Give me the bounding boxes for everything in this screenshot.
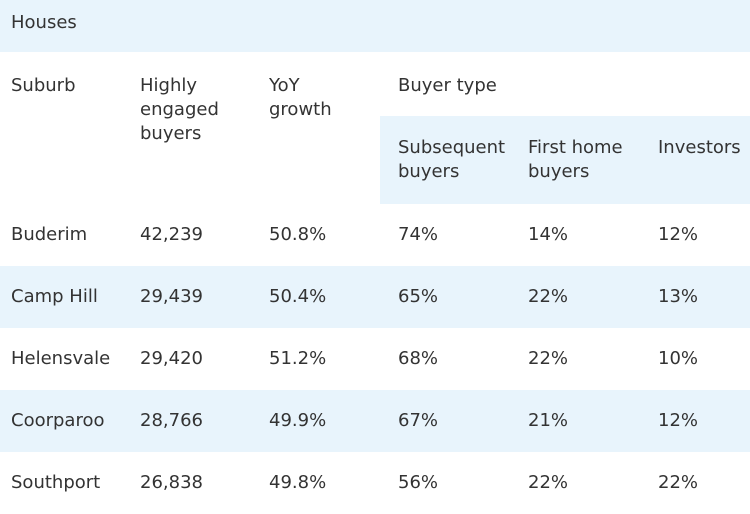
header-investors: Investors <box>658 137 741 158</box>
cell-engaged: 28,766 <box>140 410 203 431</box>
cell-first-home: 22% <box>528 348 569 369</box>
cell-investors: 13% <box>658 286 699 307</box>
table-row: Buderim 42,239 50.8% 74% 14% 12% <box>0 204 750 266</box>
header-first-home-buyers: First home buyers <box>528 137 623 182</box>
cell-investors: 12% <box>658 224 699 245</box>
cell-suburb: Buderim <box>11 224 88 245</box>
table-row: Southport 26,838 49.8% 56% 22% 22% <box>0 452 750 514</box>
table-title: Houses <box>11 12 77 33</box>
table-title-bar: Houses <box>0 0 750 52</box>
header-yoy-growth: YoY growth <box>269 75 332 120</box>
cell-subsequent: 68% <box>398 348 439 369</box>
buyer-type-subheader <box>380 116 750 204</box>
cell-suburb: Camp Hill <box>11 286 98 307</box>
cell-subsequent: 67% <box>398 410 439 431</box>
cell-yoy: 50.4% <box>269 286 327 307</box>
cell-engaged: 29,439 <box>140 286 203 307</box>
cell-suburb: Coorparoo <box>11 410 105 431</box>
cell-investors: 10% <box>658 348 699 369</box>
cell-first-home: 22% <box>528 286 569 307</box>
cell-suburb: Helensvale <box>11 348 111 369</box>
table-row: Camp Hill 29,439 50.4% 65% 22% 13% <box>0 266 750 328</box>
table-row: Helensvale 29,420 51.2% 68% 22% 10% <box>0 328 750 390</box>
header-engaged-buyers: Highly engaged buyers <box>140 75 219 144</box>
cell-investors: 22% <box>658 472 699 493</box>
cell-yoy: 49.9% <box>269 410 327 431</box>
cell-engaged: 26,838 <box>140 472 203 493</box>
cell-first-home: 14% <box>528 224 569 245</box>
cell-yoy: 50.8% <box>269 224 327 245</box>
header-suburb: Suburb <box>11 75 76 96</box>
header-buyer-type: Buyer type <box>398 75 497 96</box>
cell-yoy: 51.2% <box>269 348 327 369</box>
header-subsequent-buyers: Subsequent buyers <box>398 137 506 182</box>
cell-yoy: 49.8% <box>269 472 327 493</box>
cell-subsequent: 56% <box>398 472 439 493</box>
cell-subsequent: 65% <box>398 286 439 307</box>
cell-first-home: 21% <box>528 410 569 431</box>
cell-first-home: 22% <box>528 472 569 493</box>
cell-suburb: Southport <box>11 472 101 493</box>
table-row: Coorparoo 28,766 49.9% 67% 21% 12% <box>0 390 750 452</box>
cell-investors: 12% <box>658 410 699 431</box>
cell-engaged: 29,420 <box>140 348 203 369</box>
cell-engaged: 42,239 <box>140 224 203 245</box>
cell-subsequent: 74% <box>398 224 439 245</box>
